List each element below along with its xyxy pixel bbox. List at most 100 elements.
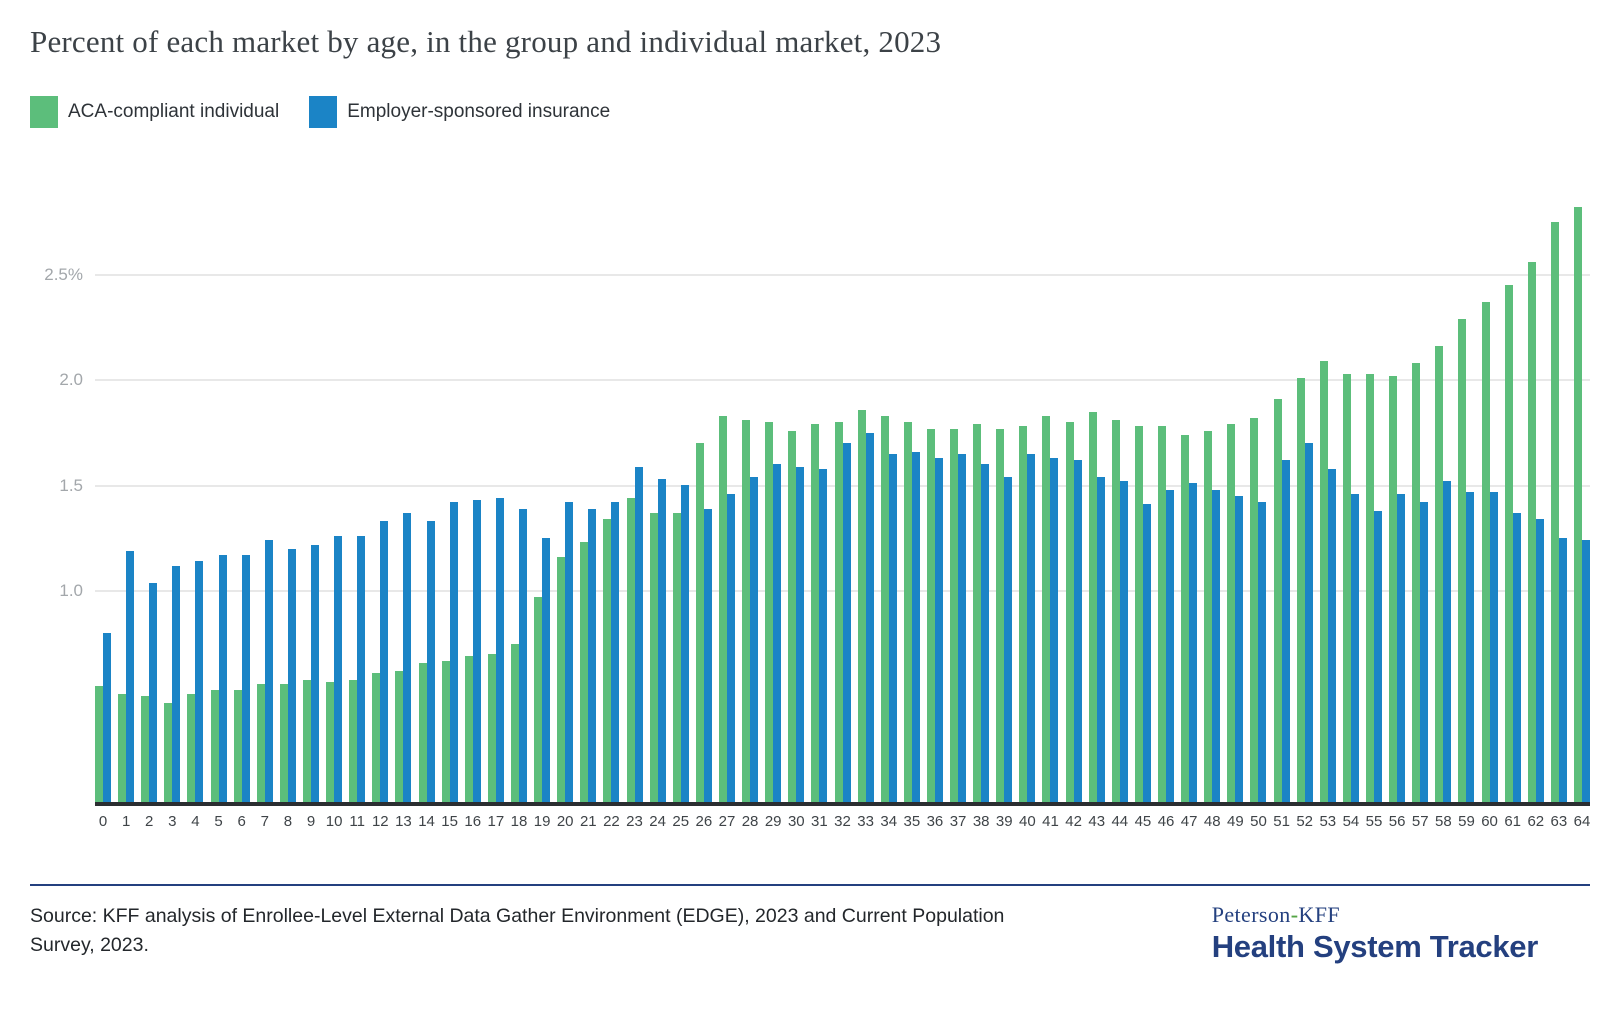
bar-aca-age-33[interactable] [857,410,866,802]
bar-aca-age-21[interactable] [580,542,589,802]
bar-aca-age-15[interactable] [441,661,450,802]
bar-aca-age-63[interactable] [1550,222,1559,802]
bar-esi-age-44[interactable] [1119,481,1128,802]
bar-esi-age-42[interactable] [1073,460,1082,802]
bar-esi-age-18[interactable] [518,509,527,802]
bar-aca-age-22[interactable] [603,519,612,802]
bar-aca-age-23[interactable] [626,498,635,802]
bar-aca-age-36[interactable] [926,429,935,802]
legend-item-esi[interactable]: Employer-sponsored insurance [309,96,610,128]
bar-esi-age-36[interactable] [934,458,943,802]
bar-esi-age-33[interactable] [865,433,874,802]
bar-aca-age-37[interactable] [950,429,959,802]
bar-esi-age-52[interactable] [1304,443,1313,802]
bar-aca-age-31[interactable] [811,424,820,802]
bar-esi-age-23[interactable] [634,467,643,802]
bar-aca-age-40[interactable] [1019,426,1028,802]
bar-aca-age-58[interactable] [1435,346,1444,802]
bar-esi-age-3[interactable] [172,566,181,802]
bar-esi-age-13[interactable] [403,513,412,802]
bar-esi-age-26[interactable] [703,509,712,802]
bar-esi-age-15[interactable] [449,502,458,802]
bar-esi-age-20[interactable] [565,502,574,802]
bar-esi-age-57[interactable] [1420,502,1429,802]
bar-esi-age-24[interactable] [657,479,666,802]
bar-esi-age-39[interactable] [1004,477,1013,802]
bar-esi-age-2[interactable] [149,583,158,802]
bar-esi-age-8[interactable] [287,549,296,802]
bar-esi-age-22[interactable] [611,502,620,802]
bar-aca-age-32[interactable] [834,422,843,802]
bar-aca-age-4[interactable] [187,694,196,802]
bar-aca-age-60[interactable] [1481,302,1490,802]
bar-esi-age-49[interactable] [1235,496,1244,802]
bar-esi-age-19[interactable] [542,538,551,802]
bar-esi-age-54[interactable] [1350,494,1359,802]
bar-esi-age-46[interactable] [1166,490,1175,802]
bar-esi-age-40[interactable] [1027,454,1036,802]
bar-esi-age-55[interactable] [1374,511,1383,802]
bar-aca-age-49[interactable] [1227,424,1236,802]
bar-esi-age-10[interactable] [334,536,343,802]
bar-aca-age-39[interactable] [996,429,1005,802]
bar-esi-age-62[interactable] [1535,519,1544,802]
bar-aca-age-19[interactable] [534,597,543,802]
bar-esi-age-43[interactable] [1096,477,1105,802]
bar-aca-age-56[interactable] [1389,376,1398,802]
bar-esi-age-1[interactable] [126,551,135,802]
bar-esi-age-14[interactable] [426,521,435,802]
bar-esi-age-41[interactable] [1050,458,1059,802]
bar-esi-age-61[interactable] [1512,513,1521,802]
bar-aca-age-50[interactable] [1250,418,1259,802]
bar-aca-age-24[interactable] [649,513,658,802]
bar-esi-age-0[interactable] [103,633,111,802]
bar-esi-age-50[interactable] [1258,502,1267,802]
bar-aca-age-10[interactable] [326,682,335,802]
bar-esi-age-31[interactable] [819,469,828,802]
bar-esi-age-47[interactable] [1189,483,1198,802]
bar-esi-age-59[interactable] [1466,492,1475,802]
bar-aca-age-11[interactable] [349,680,358,802]
bar-aca-age-29[interactable] [765,422,774,802]
bar-esi-age-25[interactable] [680,485,689,802]
bar-aca-age-18[interactable] [510,644,519,802]
bar-esi-age-48[interactable] [1212,490,1221,802]
bar-esi-age-28[interactable] [750,477,759,802]
bar-esi-age-7[interactable] [264,540,273,802]
bar-aca-age-43[interactable] [1088,412,1097,802]
bar-esi-age-5[interactable] [218,555,227,802]
bar-aca-age-53[interactable] [1319,361,1328,802]
bar-aca-age-2[interactable] [141,696,150,802]
bar-aca-age-35[interactable] [903,422,912,802]
bar-aca-age-14[interactable] [418,663,427,802]
bar-aca-age-5[interactable] [210,690,219,802]
legend-item-aca[interactable]: ACA-compliant individual [30,96,279,128]
bar-aca-age-59[interactable] [1458,319,1467,802]
bar-esi-age-64[interactable] [1582,540,1590,802]
bar-aca-age-38[interactable] [973,424,982,802]
bar-aca-age-25[interactable] [672,513,681,802]
bar-aca-age-61[interactable] [1504,285,1513,802]
bar-esi-age-6[interactable] [241,555,250,802]
bar-esi-age-56[interactable] [1397,494,1406,802]
bar-esi-age-29[interactable] [773,464,782,802]
bar-aca-age-0[interactable] [95,686,103,802]
bar-esi-age-60[interactable] [1489,492,1498,802]
bar-esi-age-12[interactable] [380,521,389,802]
bar-esi-age-35[interactable] [911,452,920,802]
bar-aca-age-41[interactable] [1042,416,1051,802]
bar-aca-age-27[interactable] [718,416,727,802]
bar-aca-age-57[interactable] [1412,363,1421,802]
bar-aca-age-30[interactable] [788,431,797,802]
bar-esi-age-34[interactable] [888,454,897,802]
bar-esi-age-11[interactable] [357,536,366,802]
bar-aca-age-20[interactable] [557,557,566,802]
bar-aca-age-64[interactable] [1574,207,1582,802]
bar-esi-age-17[interactable] [495,498,504,802]
bar-aca-age-7[interactable] [256,684,265,802]
bar-aca-age-28[interactable] [742,420,751,802]
tracker-logo[interactable]: Peterson-KFF Health System Tracker [1212,902,1539,965]
bar-esi-age-4[interactable] [195,561,204,802]
bar-aca-age-8[interactable] [279,684,288,802]
bar-esi-age-9[interactable] [310,545,319,802]
